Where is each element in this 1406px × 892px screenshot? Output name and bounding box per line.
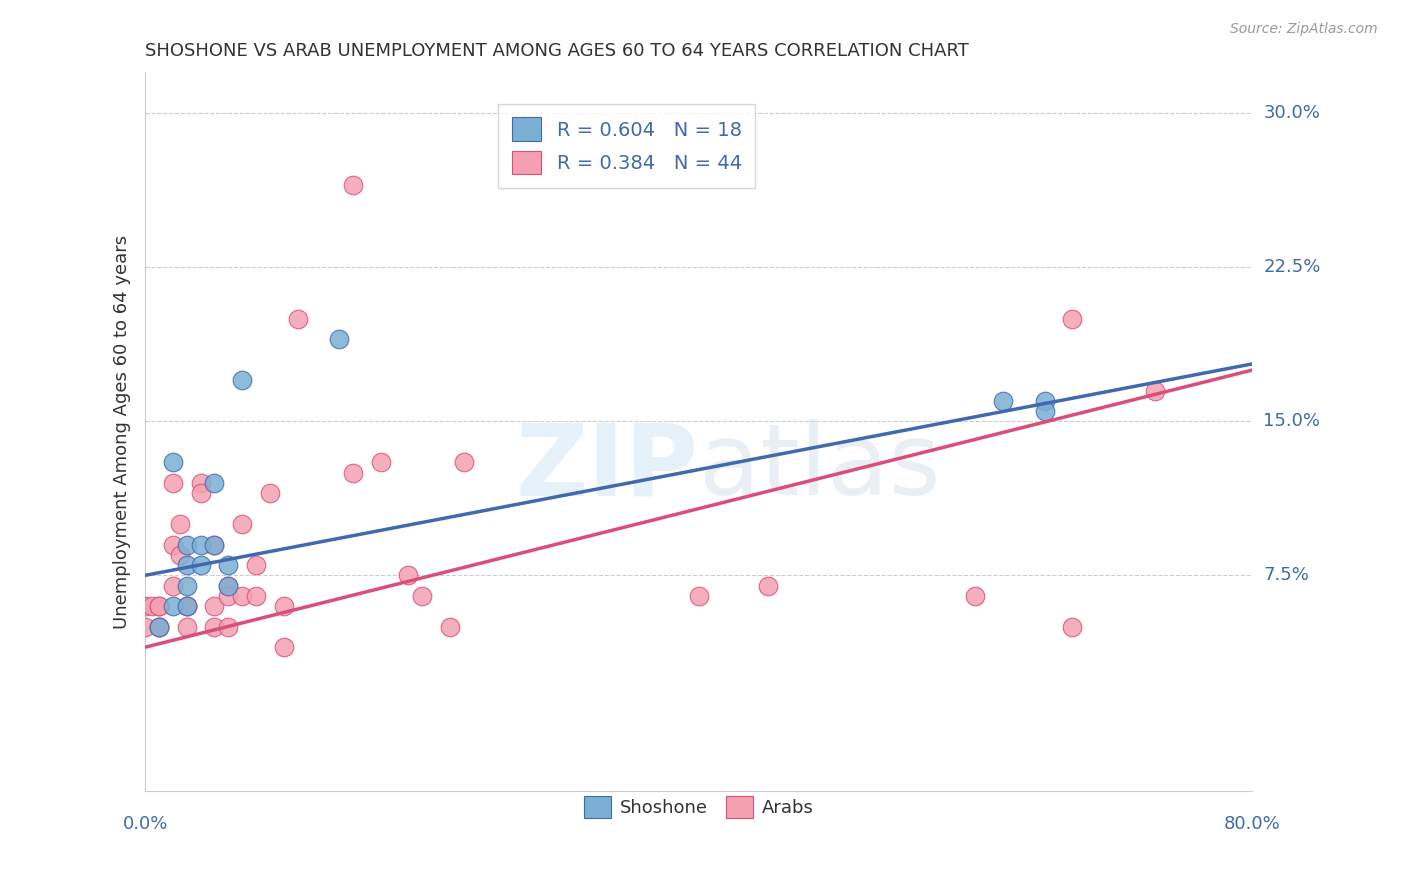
Text: 7.5%: 7.5% [1264,566,1309,584]
Point [169,548,191,562]
Point [245,558,267,572]
Point [204,475,226,490]
Point [1033,393,1056,408]
Point [176,558,198,572]
Point [148,620,170,634]
Point [148,599,170,613]
Point [259,486,281,500]
Point [162,475,184,490]
Point [190,486,212,500]
Text: ZIP: ZIP [516,419,699,516]
Point [231,373,253,387]
Point [148,620,170,634]
Point [134,599,156,613]
Text: 15.0%: 15.0% [1264,412,1320,430]
Point [169,516,191,531]
Legend: Shoshone, Arabs: Shoshone, Arabs [576,789,821,825]
Point [176,599,198,613]
Point [439,620,461,634]
Point [176,599,198,613]
Point [231,516,253,531]
Point [141,599,163,613]
Text: Source: ZipAtlas.com: Source: ZipAtlas.com [1230,22,1378,37]
Point [204,537,226,551]
Point [162,578,184,592]
Point [204,599,226,613]
Text: 30.0%: 30.0% [1264,104,1320,122]
Point [453,455,475,469]
Point [965,589,987,603]
Point [342,178,364,193]
Text: 0.0%: 0.0% [122,815,167,833]
Point [245,589,267,603]
Text: 80.0%: 80.0% [1223,815,1281,833]
Point [1144,384,1167,398]
Point [162,455,184,469]
Point [204,620,226,634]
Point [148,620,170,634]
Point [273,599,295,613]
Point [287,311,309,326]
Point [411,589,433,603]
Point [217,589,239,603]
Point [1062,620,1084,634]
Y-axis label: Unemployment Among Ages 60 to 64 years: Unemployment Among Ages 60 to 64 years [114,235,131,629]
Point [204,537,226,551]
Point [176,599,198,613]
Point [688,589,710,603]
Point [134,620,156,634]
Point [273,640,295,655]
Point [176,578,198,592]
Point [217,558,239,572]
Point [190,558,212,572]
Point [217,578,239,592]
Point [1033,404,1056,418]
Point [1062,311,1084,326]
Point [370,455,392,469]
Point [162,599,184,613]
Point [217,620,239,634]
Point [162,537,184,551]
Text: SHOSHONE VS ARAB UNEMPLOYMENT AMONG AGES 60 TO 64 YEARS CORRELATION CHART: SHOSHONE VS ARAB UNEMPLOYMENT AMONG AGES… [145,42,969,60]
Point [756,578,779,592]
Point [396,568,419,582]
Point [328,332,350,346]
Text: 22.5%: 22.5% [1264,259,1320,277]
Point [217,578,239,592]
Point [231,589,253,603]
Point [190,537,212,551]
Point [342,466,364,480]
Point [176,620,198,634]
Point [148,599,170,613]
Point [176,537,198,551]
Point [991,393,1014,408]
Point [190,475,212,490]
Text: atlas: atlas [699,419,941,516]
